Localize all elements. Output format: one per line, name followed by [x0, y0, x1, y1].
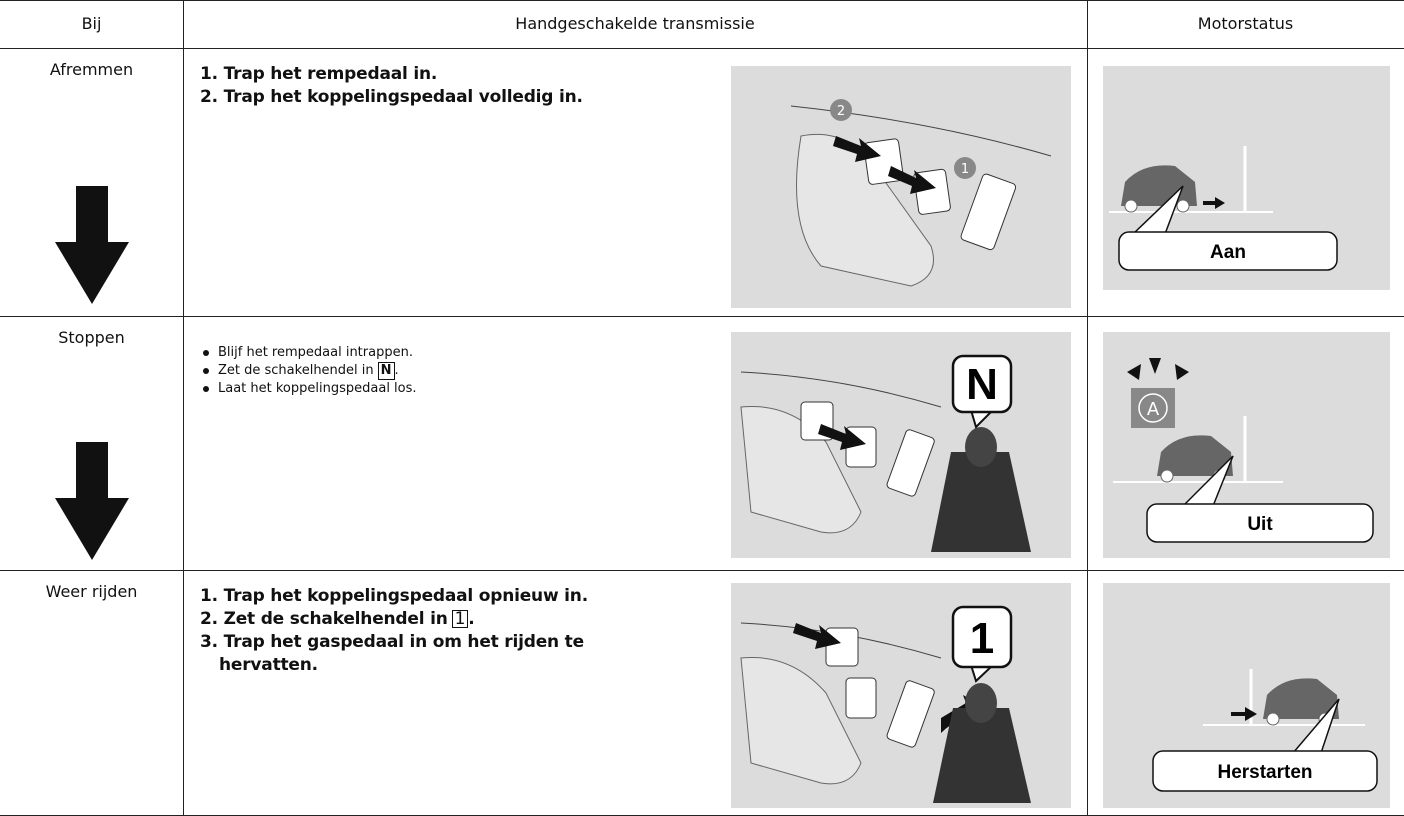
column-header: Handgeschakelde transmissie	[515, 14, 755, 33]
down-arrow	[55, 186, 129, 304]
step: 2. Zet de schakelhendel in 1.	[200, 608, 700, 631]
step: 2. Trap het koppelingspedaal volledig in…	[200, 87, 583, 107]
rule	[0, 316, 1404, 317]
step-list: Blijf het rempedaal intrappen. Zet de sc…	[200, 344, 700, 398]
status-illustration: Aan	[1103, 66, 1390, 290]
step-text: Zet de schakelhendel in	[218, 363, 374, 378]
status-illustration: Herstarten	[1103, 583, 1390, 808]
step: 3. Trap het gaspedaal in om het rijden t…	[200, 632, 584, 675]
step-end: .	[468, 609, 475, 629]
column-header: Motorstatus	[1197, 14, 1294, 33]
pedal-illustration: 2 1	[731, 66, 1071, 308]
step-end: .	[394, 363, 399, 378]
step-list: 1. Trap het koppelingspedaal opnieuw in.…	[200, 585, 700, 677]
step: Zet de schakelhendel in N.	[200, 362, 700, 380]
rule	[183, 0, 184, 816]
step: Blijf het rempedaal intrappen.	[200, 344, 700, 362]
step: 1. Trap het rempedaal in.	[200, 64, 438, 84]
rule	[0, 0, 1404, 1]
pedal-badge: 1	[961, 162, 969, 177]
pedal-badge: 2	[837, 104, 845, 119]
status-label: Aan	[1210, 242, 1246, 263]
pedal-illustration: N	[731, 332, 1071, 558]
rule	[0, 48, 1404, 49]
step: 1. Trap het koppelingspedaal opnieuw in.	[200, 586, 588, 606]
pedal-illustration: 1	[731, 583, 1071, 808]
column-header: Bij	[81, 14, 102, 33]
key-symbol: N	[377, 362, 395, 380]
rule	[1087, 0, 1088, 816]
status-label: Uit	[1247, 514, 1273, 535]
rule	[0, 570, 1404, 571]
stage-label: Weer rijden	[45, 582, 138, 601]
indicator-icon: A	[1147, 399, 1160, 420]
key-symbol: 1	[451, 610, 469, 628]
step-text: 2. Zet de schakelhendel in	[200, 609, 448, 629]
stage-label: Stoppen	[58, 328, 125, 347]
stage-label: Afremmen	[49, 60, 134, 79]
gear-callout: N	[966, 360, 998, 409]
gear-callout: 1	[970, 614, 994, 663]
status-label: Herstarten	[1217, 762, 1312, 783]
down-arrow	[55, 442, 129, 560]
status-illustration: A Uit	[1103, 332, 1390, 558]
step: Laat het koppelingspedaal los.	[200, 380, 700, 398]
step-list: 1. Trap het rempedaal in. 2. Trap het ko…	[200, 63, 700, 109]
